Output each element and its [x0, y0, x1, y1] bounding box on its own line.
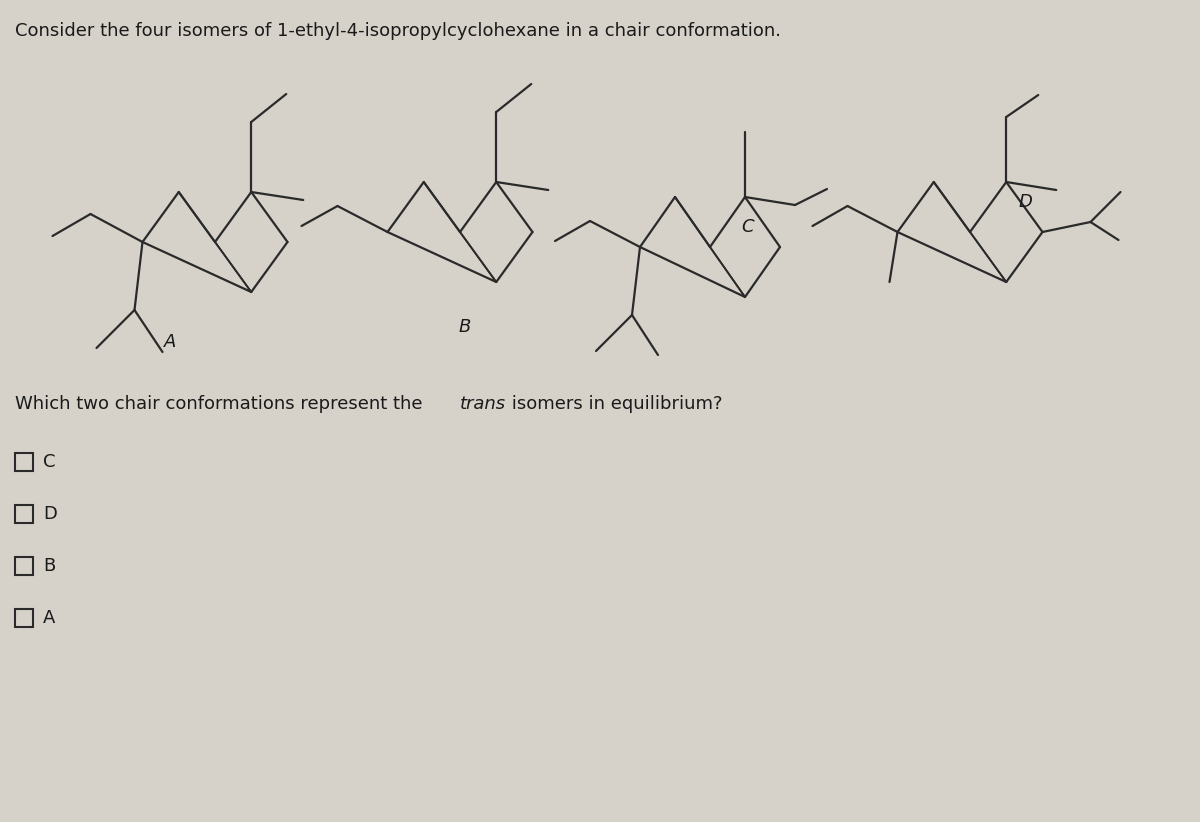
Text: D: D: [43, 505, 56, 523]
Text: C: C: [43, 453, 55, 471]
Bar: [14, 505, 34, 523]
Bar: [14, 557, 34, 575]
Bar: [14, 609, 34, 627]
Text: C: C: [742, 218, 755, 236]
Text: trans: trans: [460, 395, 506, 413]
Text: Consider the four isomers of 1-ethyl-4-isopropylcyclohexane in a chair conformat: Consider the four isomers of 1-ethyl-4-i…: [14, 22, 781, 40]
Bar: [14, 453, 34, 471]
Text: isomers in equilibrium?: isomers in equilibrium?: [506, 395, 722, 413]
Text: B: B: [43, 557, 55, 575]
Text: A: A: [43, 609, 55, 627]
Text: A: A: [164, 333, 176, 351]
Text: B: B: [458, 318, 472, 336]
Text: D: D: [1018, 193, 1032, 211]
Text: Which two chair conformations represent the: Which two chair conformations represent …: [14, 395, 428, 413]
